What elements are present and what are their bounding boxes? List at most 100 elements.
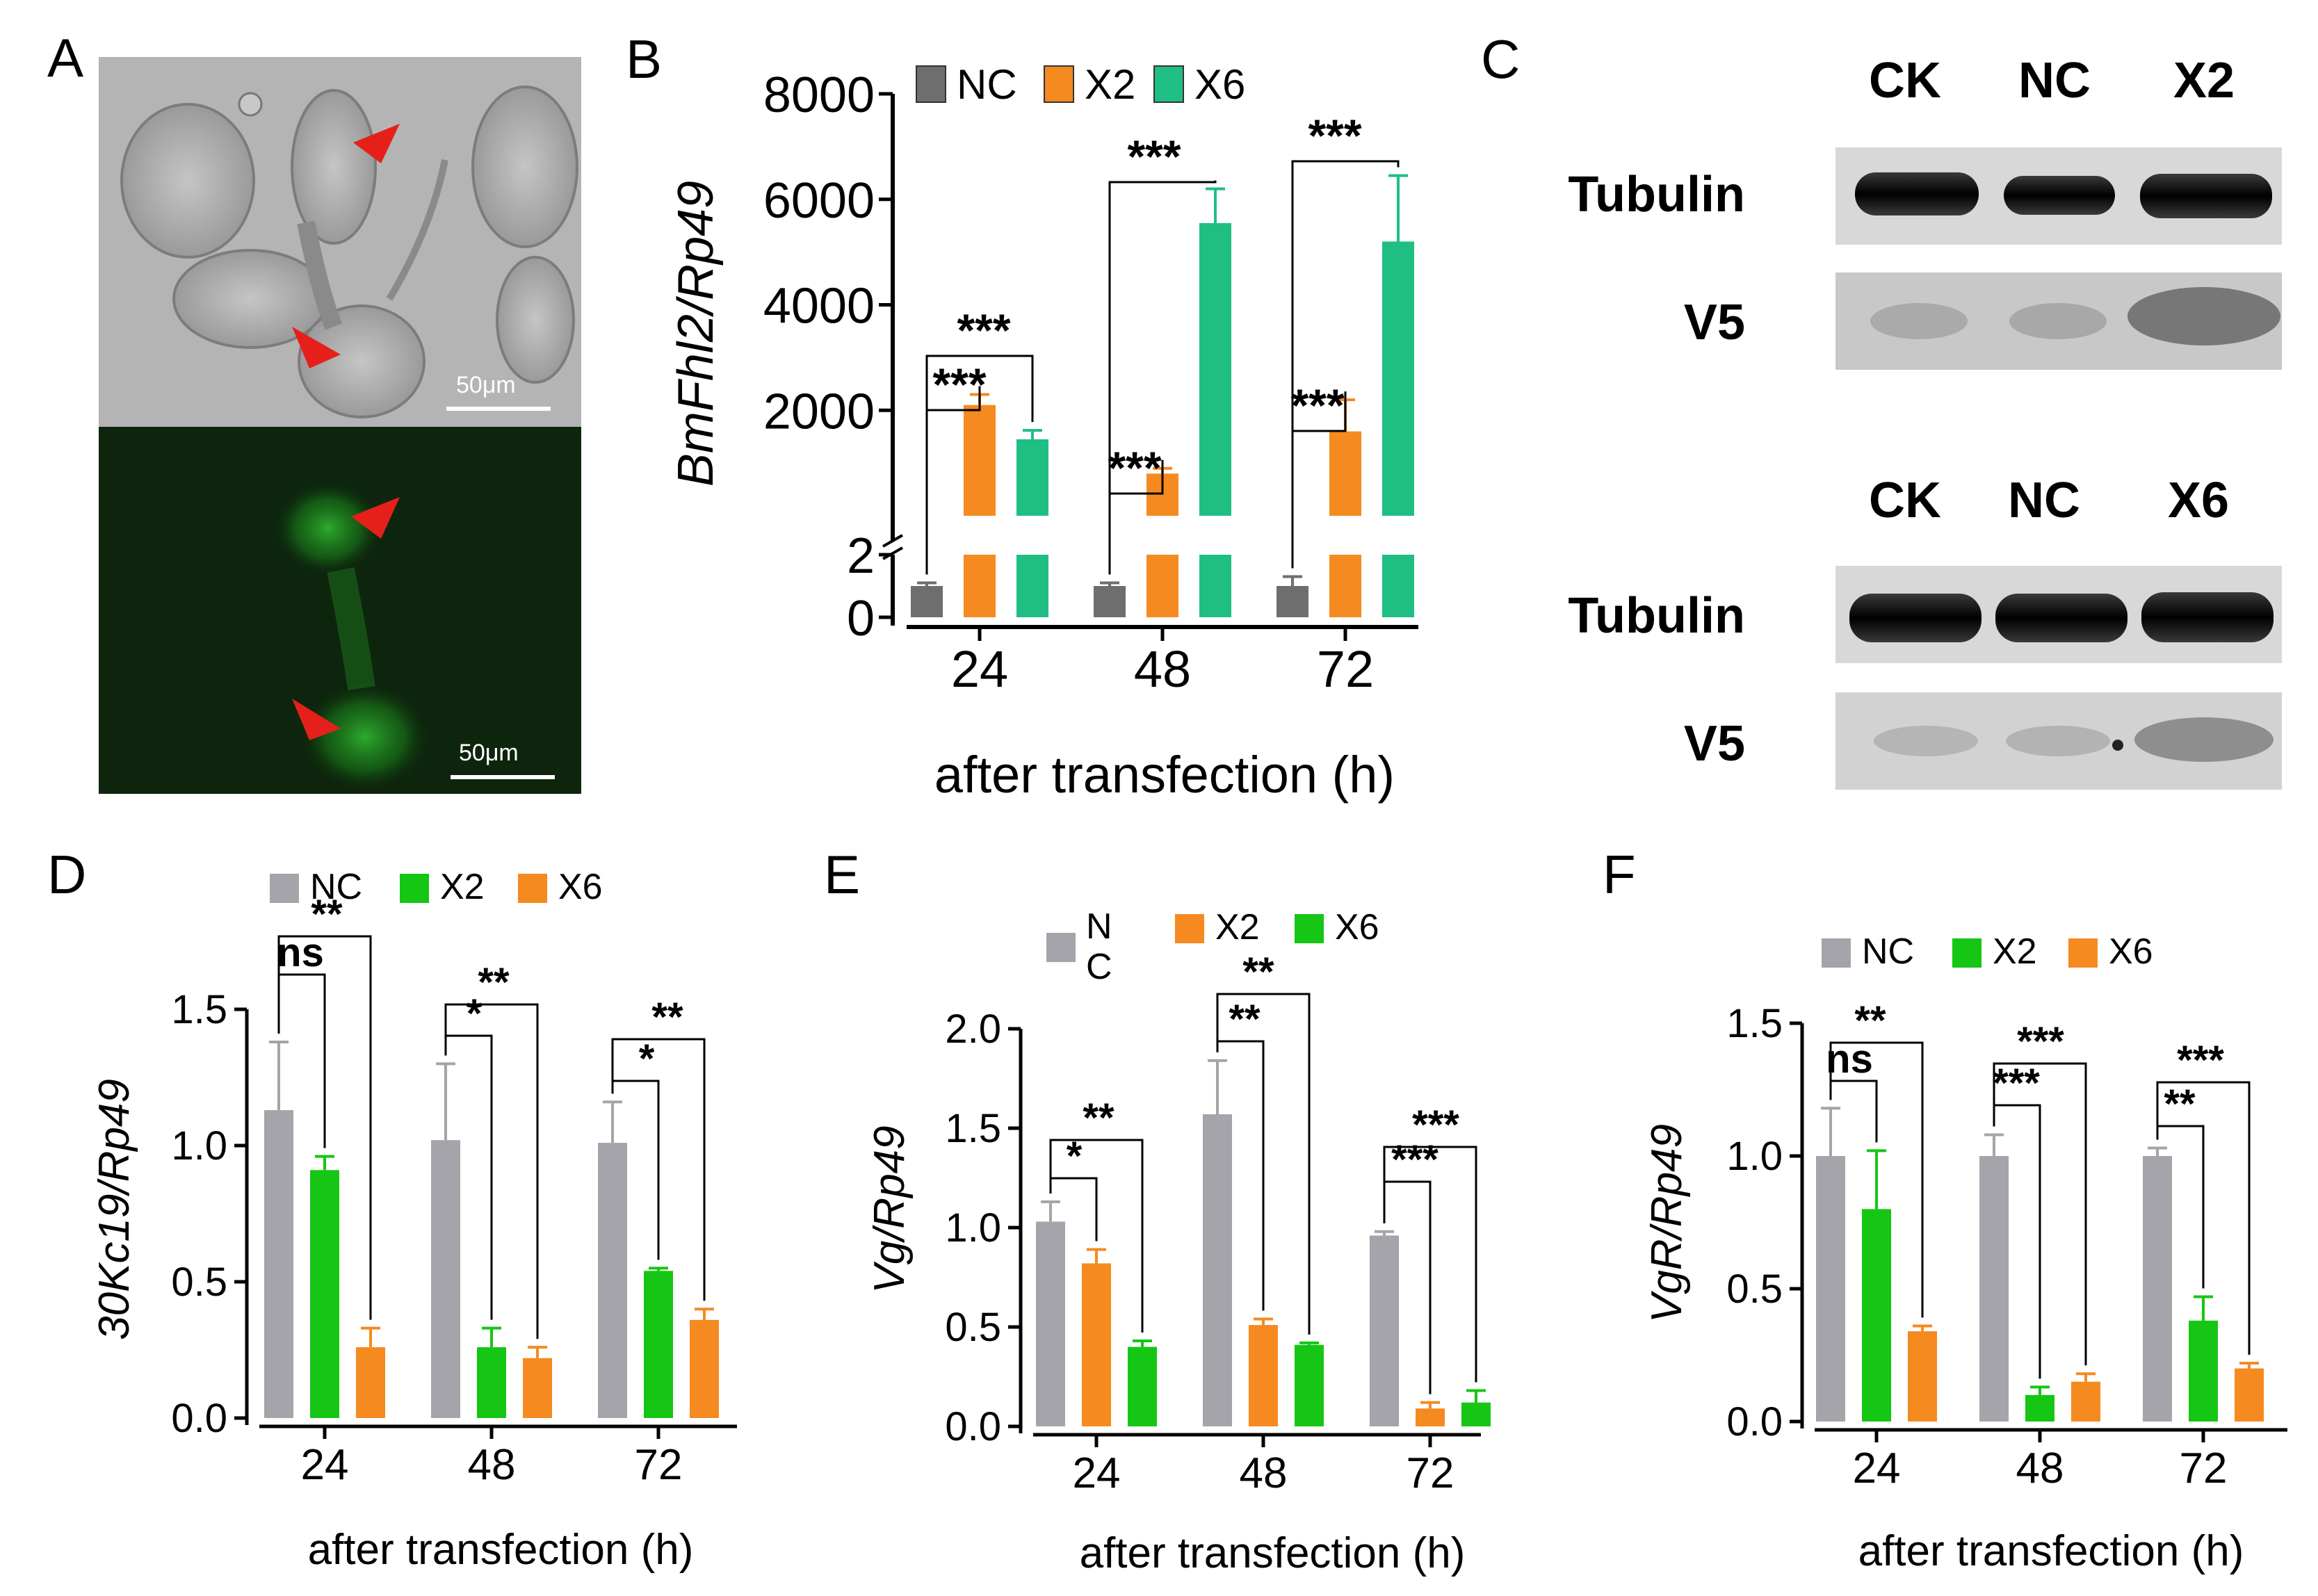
arrowhead-2	[292, 327, 341, 368]
x-tick-label: 48	[468, 1441, 516, 1489]
significance-bracket	[1383, 1146, 1477, 1383]
bar-nc-24	[1036, 1221, 1065, 1426]
x-tick-label: 72	[1407, 1449, 1454, 1497]
bar-nc-72	[598, 1143, 627, 1418]
significance-bracket	[1829, 1080, 1878, 1143]
legend-label: X2	[1215, 907, 1260, 947]
bar-nc-72	[1370, 1235, 1399, 1426]
x-axis-label: after transfection (h)	[1080, 1529, 1466, 1577]
blot2-tubulin	[1835, 566, 2282, 663]
y-tick-label: 1.5	[945, 1106, 1001, 1151]
significance-bracket	[444, 1003, 539, 1340]
arrowhead-3	[351, 497, 400, 539]
significance-label: ***	[1108, 442, 1161, 494]
brightfield-image: 50μm	[99, 57, 581, 427]
bar-x6-24	[356, 1347, 385, 1418]
x-tick-label: 48	[1240, 1449, 1288, 1497]
significance-label: **	[2164, 1082, 2196, 1127]
significance-label: ***	[1412, 1102, 1459, 1148]
bar-x6-24	[1908, 1331, 1937, 1422]
bar-x6-48	[1199, 222, 1231, 516]
y-tick-label: 1.0	[945, 1205, 1001, 1251]
bar-lower-segment-x6-24	[1016, 555, 1048, 617]
legend-swatch-x2	[1175, 914, 1204, 943]
x-tick-label: 72	[635, 1441, 683, 1489]
panel-d-chart: D 0.0 0.5 1.0 1.5 30Kc19/Rp49 after transfecti…	[47, 844, 737, 1574]
x-tick-label: 24	[951, 640, 1008, 698]
scale-label-bottom: 50μm	[459, 740, 519, 766]
significance-bracket	[277, 935, 372, 1320]
blot1-v5	[1835, 272, 2282, 370]
y-axis-label: BmFhl2/Rp49	[668, 181, 724, 487]
cell-4	[298, 304, 425, 418]
legend-label: NC	[310, 867, 362, 907]
significance-label: ns	[1826, 1036, 1873, 1082]
significance-bracket	[1216, 993, 1311, 1335]
y-tick-label: 1.5	[171, 987, 227, 1032]
blot1-tubulin	[1835, 147, 2282, 245]
bar-nc-24	[911, 586, 943, 617]
significance-label: ***	[1308, 110, 1361, 161]
blot2-row-tubulin: Tubulin	[1568, 588, 1745, 644]
legend-label: X2	[1085, 61, 1135, 108]
bar-x2-72	[1416, 1408, 1445, 1426]
bar-lower-segment-x2-48	[1146, 555, 1178, 617]
bar-lower-segment-x6-48	[1199, 555, 1231, 617]
significance-label: **	[478, 960, 510, 1005]
scale-bar-bottom	[451, 775, 555, 779]
panel-a: A 50μm 50μm	[47, 27, 581, 794]
blot1-lane-3: X2	[2173, 53, 2235, 108]
blot2-lane-2: NC	[2008, 473, 2080, 528]
legend-swatch-x6	[1153, 65, 1184, 103]
legend-label: NC	[1862, 931, 1914, 972]
bar-lower-segment-x2-72	[1329, 555, 1361, 617]
legend-label-nc-line1: N	[1086, 906, 1112, 947]
x-tick-label: 24	[301, 1441, 349, 1489]
green-cell-1	[273, 480, 384, 577]
bar-nc-72	[2143, 1156, 2172, 1422]
bar-x6-72	[2235, 1368, 2264, 1422]
panel-letter-c: C	[1481, 28, 1520, 90]
bar-x6-48	[523, 1358, 552, 1418]
significance-label: ***	[1290, 380, 1344, 431]
blot1-row-tubulin: Tubulin	[1568, 167, 1745, 222]
blot2-lane-3: X6	[2168, 473, 2229, 528]
x-tick-label: 24	[1073, 1449, 1121, 1497]
significance-label: **	[1083, 1096, 1115, 1141]
legend-swatch-nc	[270, 874, 299, 903]
y-tick-label: 6000	[763, 173, 875, 229]
scale-bar-top	[446, 407, 551, 411]
blot2-row-v5: V5	[1684, 716, 1745, 772]
significance-label: *	[467, 991, 483, 1036]
fluorescence-image: 50μm	[99, 427, 581, 794]
bar-lower-segment-x6-72	[1382, 555, 1414, 617]
y-tick-label: 2.0	[945, 1007, 1001, 1052]
significance-label: ***	[1993, 1061, 2040, 1106]
legend-swatch-nc	[916, 65, 946, 103]
significance-bracket	[2156, 1081, 2251, 1355]
y-tick-label: 8000	[763, 67, 875, 123]
significance-bracket	[1993, 1062, 2087, 1366]
blot1-lane-2: NC	[2018, 53, 2091, 108]
scale-label-top: 50μm	[456, 372, 516, 398]
bar-x6-72	[690, 1319, 719, 1418]
significance-bracket	[925, 355, 1034, 575]
legend-label: X6	[1194, 61, 1245, 108]
blot2-v5	[1835, 692, 2282, 790]
y-tick-label: 0	[847, 591, 875, 646]
y-axis-label: VgR/Rp49	[1643, 1124, 1691, 1323]
legend-label: X6	[558, 867, 603, 907]
bar-x2-24	[1082, 1263, 1111, 1426]
significance-label: ***	[932, 359, 986, 410]
legend-swatch-nc	[1046, 933, 1076, 962]
panel-letter-a: A	[47, 27, 83, 88]
y-tick-label: 4000	[763, 279, 875, 334]
y-tick-label: 0.5	[1726, 1267, 1783, 1312]
significance-label: **	[1229, 997, 1261, 1042]
y-tick-label: 0.5	[945, 1305, 1001, 1350]
significance-label: ***	[2017, 1019, 2064, 1064]
legend-label: NC	[957, 61, 1017, 108]
bar-x2-72	[1329, 431, 1361, 516]
legend-label: X2	[1993, 931, 2037, 972]
y-tick-label: 0.0	[171, 1396, 227, 1441]
